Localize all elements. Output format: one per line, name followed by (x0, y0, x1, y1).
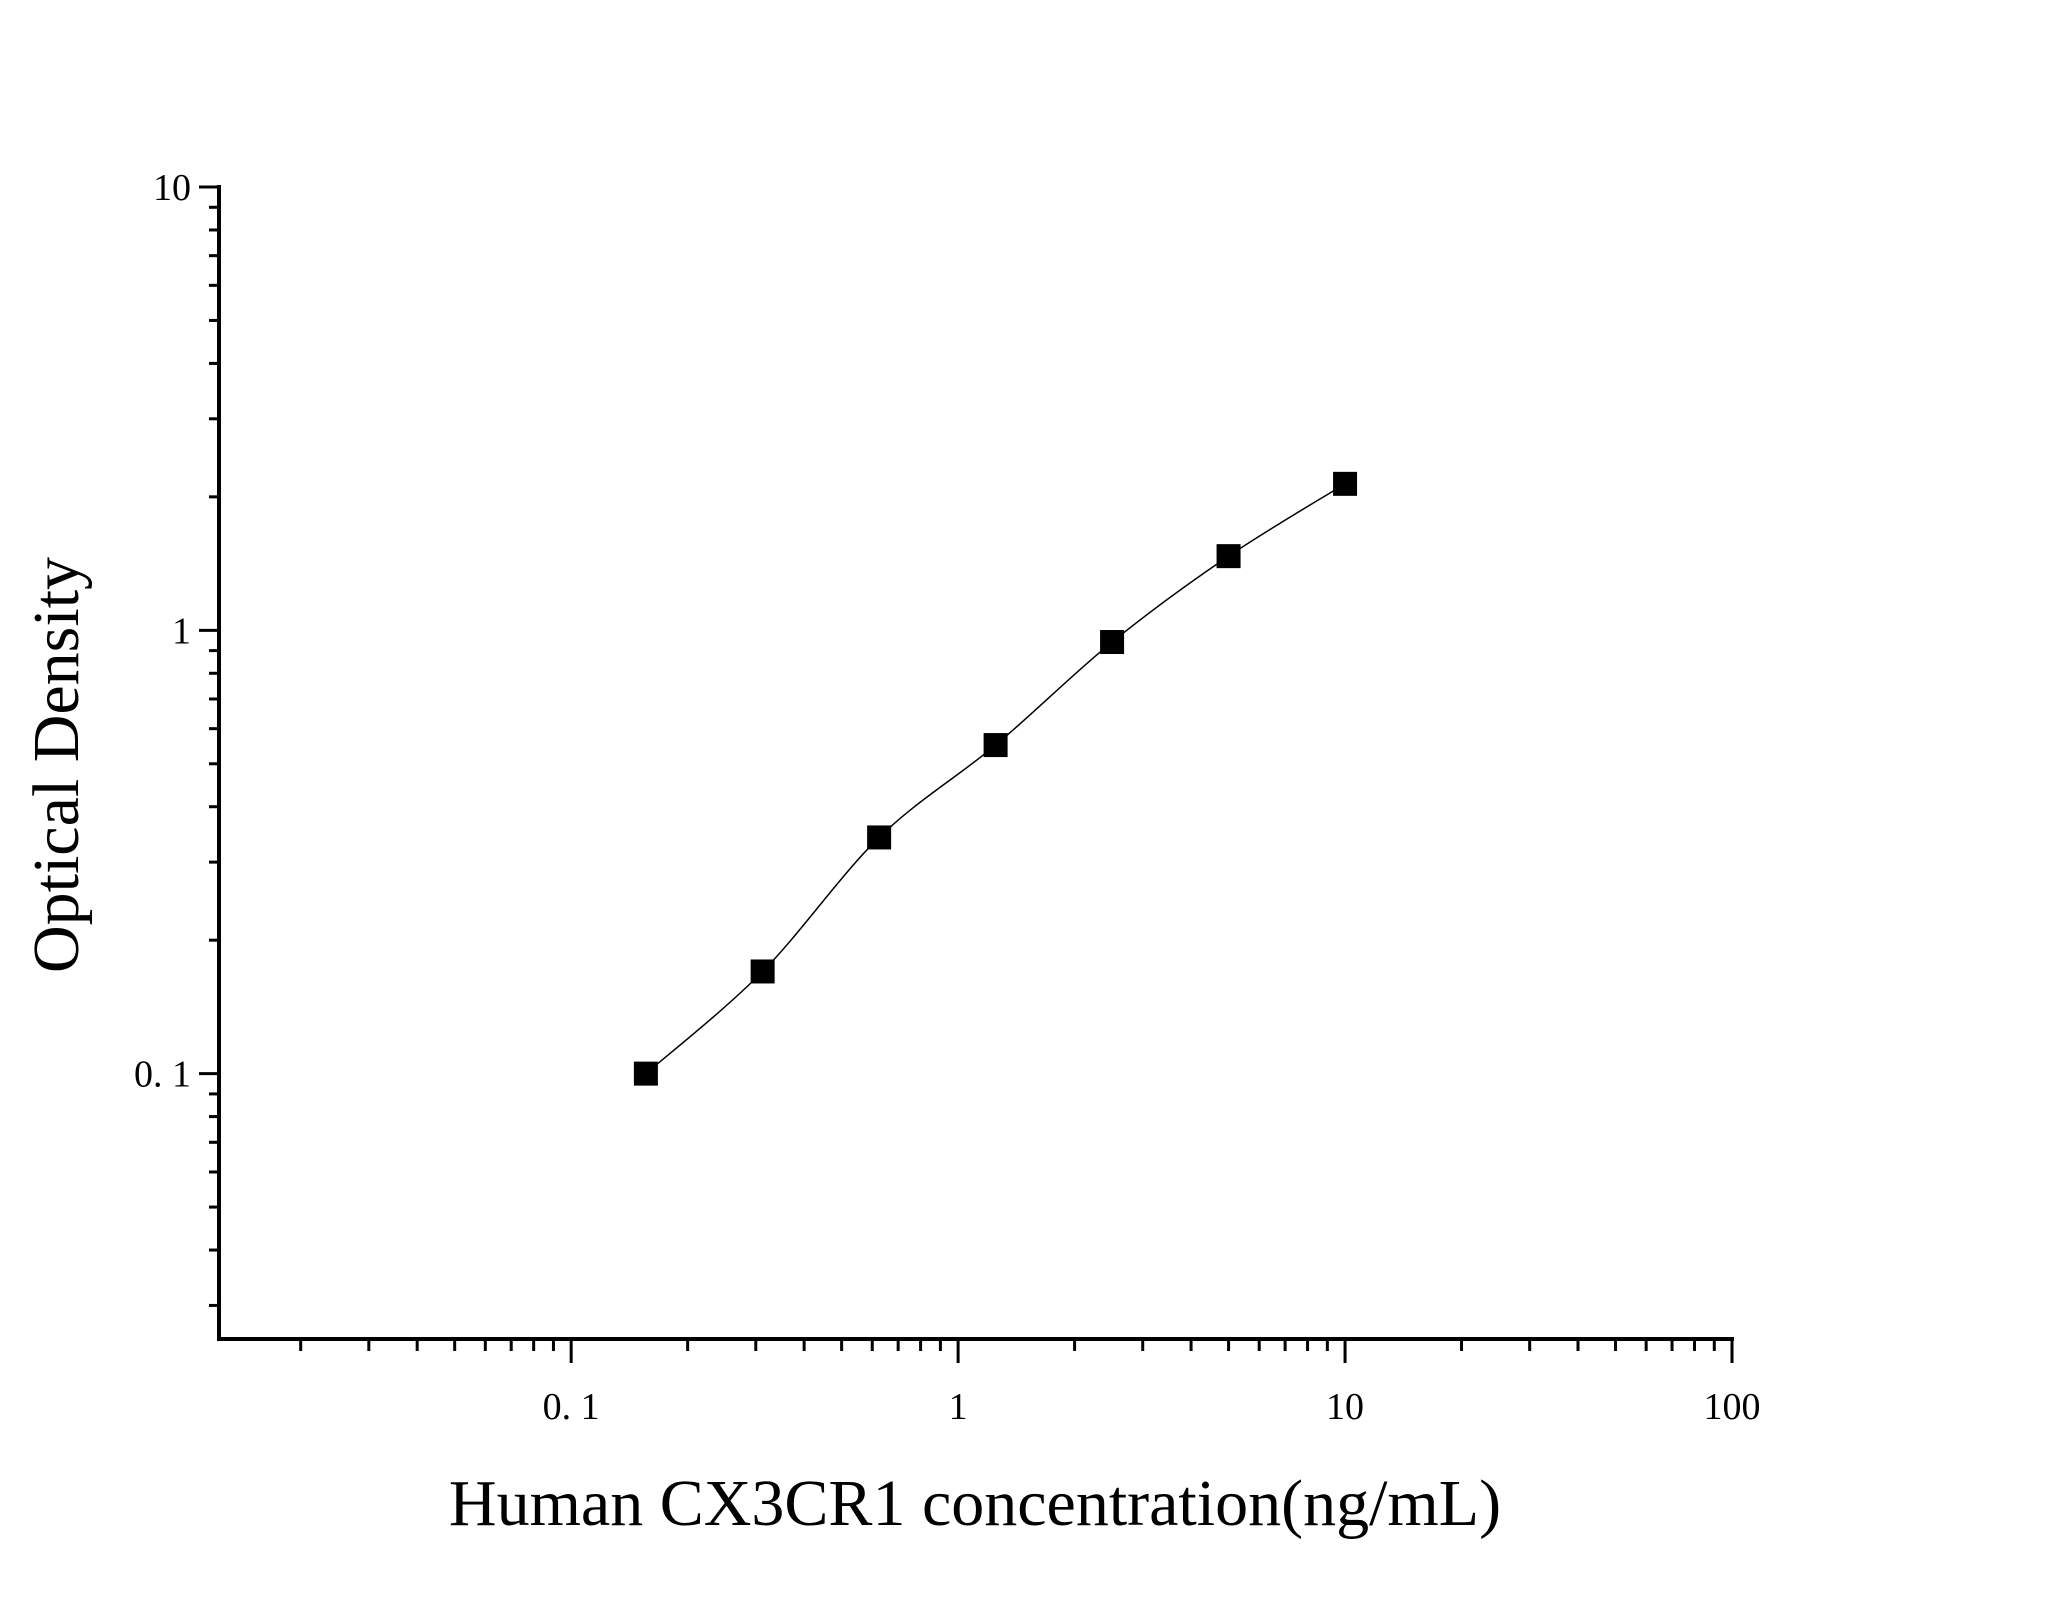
y-axis-title: Optical Density (20, 557, 93, 973)
fit-curve (645, 483, 1346, 1075)
data-point (983, 733, 1008, 758)
data-point (633, 1061, 658, 1086)
data-point (867, 825, 892, 850)
ticks: 0. 1 1 10 100 0. 1 1 10 (134, 167, 1761, 1428)
x-tick-label: 10 (1326, 1386, 1364, 1428)
fit-line (645, 483, 1346, 1075)
y-tick-label: 1 (172, 610, 191, 652)
y-tick-label: 10 (153, 167, 191, 209)
axes (217, 185, 1734, 1341)
data-point (1100, 630, 1125, 655)
x-axis-title: Human CX3CR1 concentration(ng/mL) (449, 1467, 1501, 1540)
data-point (750, 959, 775, 984)
data-point (1216, 544, 1241, 569)
x-tick-label: 1 (949, 1386, 968, 1428)
data-points (633, 471, 1358, 1086)
x-tick-label: 0. 1 (543, 1386, 600, 1428)
x-tick-label: 100 (1704, 1386, 1761, 1428)
y-tick-label: 0. 1 (134, 1054, 191, 1096)
data-point (1333, 471, 1358, 496)
